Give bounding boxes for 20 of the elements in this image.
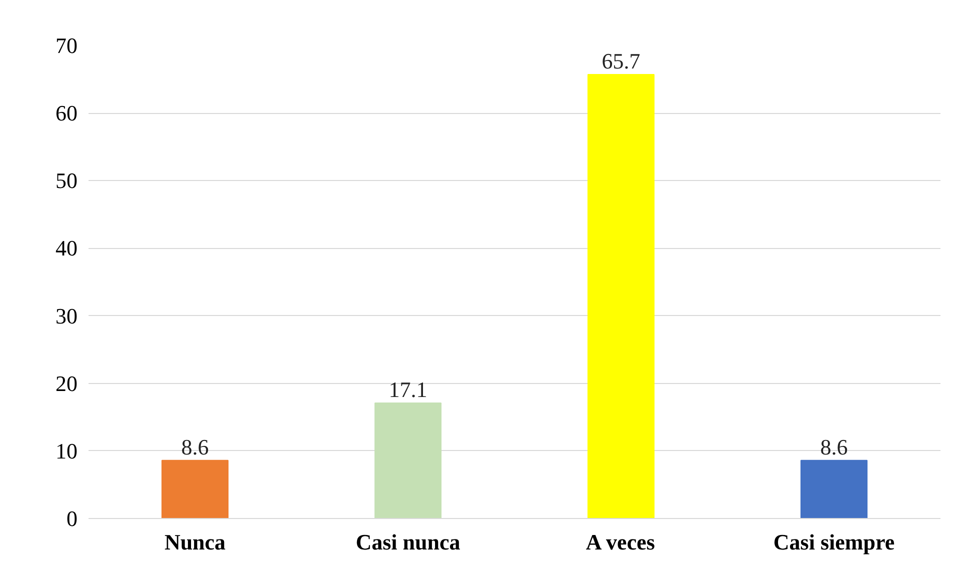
y-tick-label: 60 — [56, 100, 78, 126]
data-label: 17.1 — [388, 376, 428, 402]
y-tick-label: 50 — [56, 168, 78, 194]
x-tick-label: Casi nunca — [356, 530, 460, 554]
bar — [587, 74, 655, 518]
data-label: 8.6 — [820, 434, 848, 460]
bar — [800, 460, 868, 518]
bar — [161, 460, 229, 518]
data-label: 65.7 — [602, 48, 640, 74]
y-tick-label: 10 — [56, 438, 78, 464]
y-tick-label: 20 — [56, 370, 78, 396]
y-tick-label: 40 — [56, 236, 78, 261]
y-tick-label: 30 — [56, 303, 78, 328]
data-label: 8.6 — [181, 434, 209, 460]
x-tick-label: Casi siempre — [773, 530, 895, 554]
bar — [374, 402, 442, 518]
y-tick-label: 0 — [66, 506, 78, 531]
y-tick-label: 70 — [56, 33, 78, 58]
x-tick-label: Nunca — [164, 530, 226, 554]
x-tick-label: A veces — [586, 530, 656, 554]
